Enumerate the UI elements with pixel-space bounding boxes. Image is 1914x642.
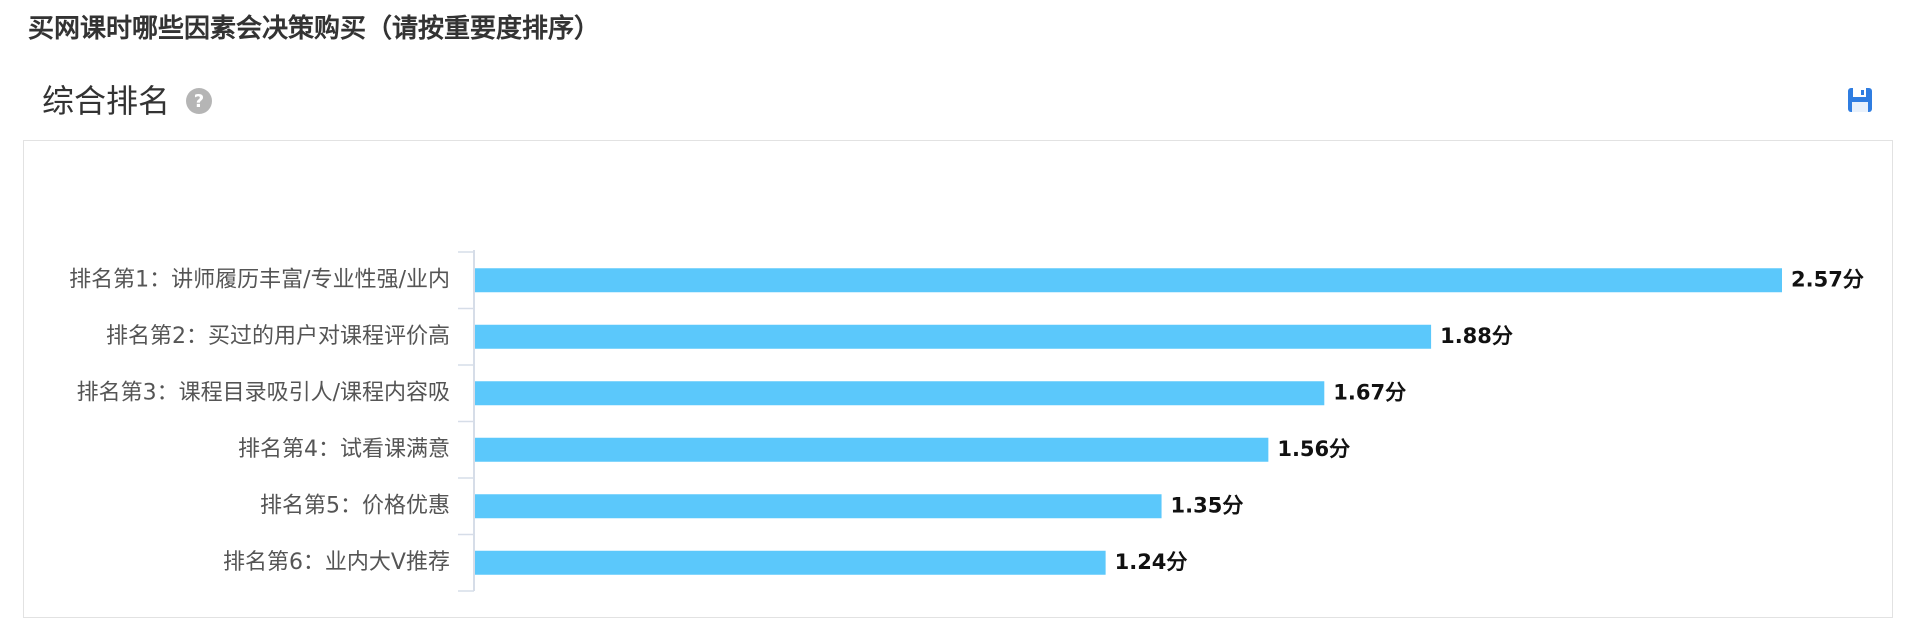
ranking-bar-chart: 排名第1：讲师履历丰富/专业性强/业内 2.57分排名第2：买过的用户对课程评价高… [69,250,1864,592]
category-label: 排名第2：买过的用户对课程评价高 [106,324,450,349]
category-label: 排名第4：试看课满意 [238,437,450,462]
value-label: 1.24分 [1115,550,1188,574]
section-header: 综合排名 ? [42,76,213,122]
value-label: 1.67分 [1333,380,1406,404]
bar[interactable] [475,381,1325,406]
bar[interactable] [475,324,1432,349]
question-title: 买网课时哪些因素会决策购买（请按重要度排序） [28,14,601,44]
floppy-disk-icon[interactable] [1848,88,1872,112]
value-label: 1.35分 [1171,493,1244,517]
category-label: 排名第5：价格优惠 [260,493,450,518]
category-label: 排名第6：业内大V推荐 [223,550,450,575]
bar[interactable] [475,494,1162,519]
bar[interactable] [475,268,1782,293]
bar[interactable] [475,437,1269,462]
bar[interactable] [475,550,1106,575]
value-label: 1.88分 [1440,324,1513,348]
value-label: 1.56分 [1277,437,1350,461]
section-title: 综合排名 [42,82,171,120]
value-label: 2.57分 [1791,267,1864,291]
category-label: 排名第3：课程目录吸引人/课程内容吸 [77,380,450,405]
category-label: 排名第1：讲师履历丰富/专业性强/业内 [69,267,450,292]
question-circle-icon[interactable]: ? [186,88,213,114]
chart-panel: 排名第1：讲师履历丰富/专业性强/业内 2.57分排名第2：买过的用户对课程评价高… [23,140,1893,618]
